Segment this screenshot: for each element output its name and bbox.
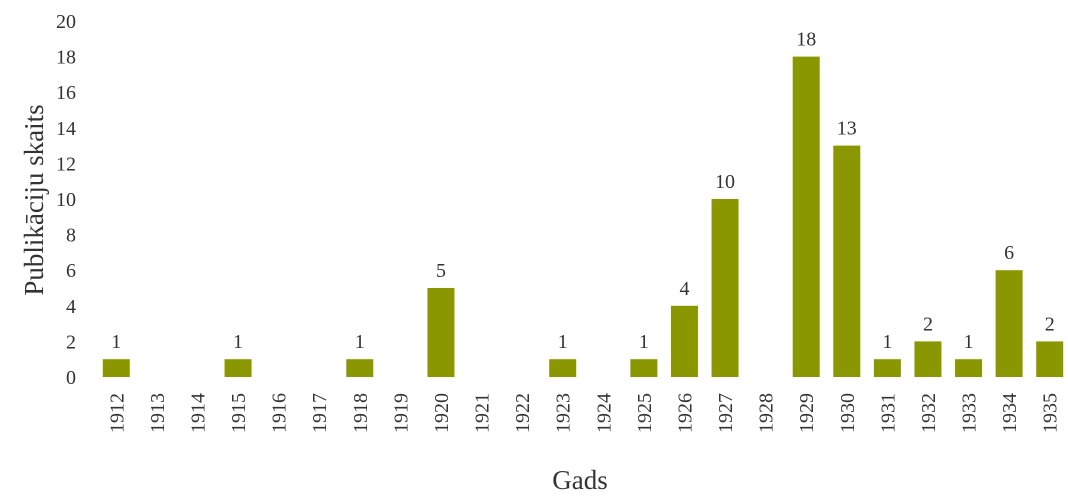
y-tick-label: 14 (56, 118, 76, 140)
x-axis-title: Gads (552, 465, 608, 495)
x-tick-label: 1917 (309, 393, 331, 433)
y-tick-label: 12 (56, 153, 76, 175)
x-tick-label: 1926 (674, 393, 696, 433)
bar-1931 (873, 359, 901, 377)
x-tick-label: 1919 (390, 393, 412, 433)
data-label-1915: 1 (233, 331, 243, 353)
bar-1918 (346, 359, 374, 377)
x-tick-label: 1915 (228, 393, 250, 433)
data-label-1927: 10 (715, 171, 735, 193)
y-tick-label: 4 (66, 296, 76, 318)
x-tick-label: 1916 (269, 393, 291, 433)
y-tick-label: 10 (56, 189, 76, 211)
data-label-1925: 1 (639, 331, 649, 353)
data-label-1931: 1 (882, 331, 892, 353)
x-tick-label: 1921 (472, 393, 494, 433)
y-tick-label: 0 (66, 367, 76, 389)
bar-1923 (549, 359, 577, 377)
data-label-1912: 1 (111, 331, 121, 353)
y-tick-label: 8 (66, 225, 76, 247)
bar-1934 (995, 270, 1023, 377)
x-tick-label: 1934 (999, 393, 1021, 433)
bar-1925 (630, 359, 658, 377)
x-tick-label: 1913 (147, 393, 169, 433)
bar-1933 (955, 359, 983, 377)
x-tick-label: 1922 (512, 393, 534, 433)
bars (102, 56, 1064, 377)
x-tick-label: 1930 (837, 393, 859, 433)
data-label-1930: 13 (837, 118, 857, 140)
x-tick-label: 1927 (715, 393, 737, 433)
y-tick-label: 16 (56, 82, 76, 104)
x-tick-label: 1928 (756, 393, 778, 433)
data-label-1929: 18 (796, 29, 816, 51)
x-tick-label: 1920 (431, 393, 453, 433)
bar-1932 (914, 341, 942, 377)
y-axis-ticks: 0 2 4 6 8 10 12 14 16 18 20 (56, 11, 76, 389)
x-tick-label: 1924 (593, 393, 615, 433)
data-label-1932: 2 (923, 313, 933, 335)
x-tick-label: 1929 (796, 393, 818, 433)
y-tick-label: 6 (66, 260, 76, 282)
bar-1929 (792, 56, 820, 377)
x-tick-label: 1912 (106, 393, 128, 433)
data-label-1934: 6 (1004, 242, 1014, 264)
x-tick-label: 1914 (187, 393, 209, 433)
data-labels: 1 1 1 5 1 1 4 10 18 13 1 2 1 6 2 (111, 29, 1054, 354)
x-axis-ticks: 1912 1913 1914 1915 1916 1917 1918 1919 1920 1921… (106, 393, 1061, 433)
x-tick-label: 1931 (877, 393, 899, 433)
y-tick-label: 2 (66, 331, 76, 353)
x-tick-label: 1932 (918, 393, 940, 433)
x-tick-label: 1925 (634, 393, 656, 433)
bar-1926 (670, 305, 698, 377)
data-label-1933: 1 (964, 331, 974, 353)
x-tick-label: 1918 (350, 393, 372, 433)
data-label-1918: 1 (355, 331, 365, 353)
y-axis-title: Publikāciju skaits (19, 104, 49, 295)
data-label-1926: 4 (679, 278, 689, 300)
data-label-1923: 1 (558, 331, 568, 353)
bar-1930 (833, 145, 861, 377)
bar-1920 (427, 288, 455, 377)
bar-1935 (1036, 341, 1064, 377)
y-tick-label: 18 (56, 47, 76, 69)
bar-1915 (224, 359, 252, 377)
x-tick-label: 1933 (959, 393, 981, 433)
bar-1912 (102, 359, 130, 377)
x-tick-label: 1935 (1040, 393, 1062, 433)
data-label-1935: 2 (1045, 313, 1055, 335)
bar-1927 (711, 199, 739, 377)
x-tick-label: 1923 (553, 393, 575, 433)
y-tick-label: 20 (56, 11, 76, 33)
data-label-1920: 5 (436, 260, 446, 282)
